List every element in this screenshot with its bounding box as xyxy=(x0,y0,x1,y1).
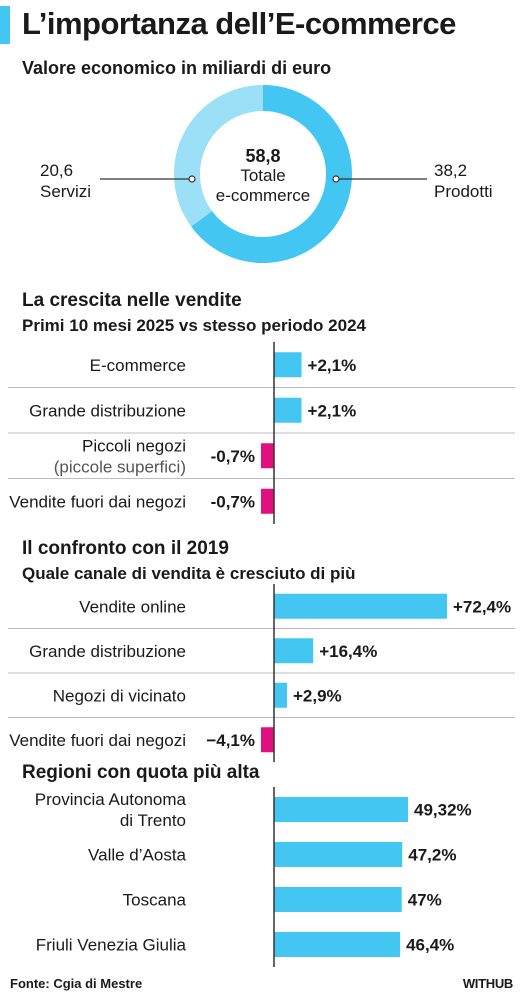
value-label: 46,4% xyxy=(406,936,454,955)
donut-left-name: Servizi xyxy=(40,182,92,201)
data-bar xyxy=(274,842,403,867)
donut-chart xyxy=(100,85,427,263)
category-label: Vendite fuori dai negozi xyxy=(9,731,186,750)
data-bar xyxy=(274,352,302,378)
data-bar xyxy=(274,682,287,708)
donut-total: 58,8 Totale e-commerce xyxy=(203,146,323,206)
data-bar xyxy=(274,932,401,957)
donut-right-value: 38,2 xyxy=(434,161,468,180)
category-label: Friuli Venezia Giulia xyxy=(36,936,187,955)
category-label: Negozi di vicinato xyxy=(53,686,186,705)
data-bar xyxy=(274,593,447,619)
value-label: +16,4% xyxy=(319,642,377,661)
value-label: 47,2% xyxy=(408,846,456,865)
value-label: +2,9% xyxy=(293,686,342,705)
brand-logo: WITHUB xyxy=(462,976,513,991)
growth-subtitle: Primi 10 mesi 2025 vs stesso periodo 202… xyxy=(22,316,366,335)
donut-total-label: Totale xyxy=(240,166,286,185)
data-bar xyxy=(274,797,408,822)
category-label: E-commerce xyxy=(90,356,186,375)
donut-slice-prodotti xyxy=(191,85,352,263)
accent-bar xyxy=(0,6,10,44)
category-label: Grande distribuzione xyxy=(29,401,186,420)
value-label: +2,1% xyxy=(308,401,357,420)
donut-right-label: 38,2 Prodotti xyxy=(434,160,493,202)
category-label: Grande distribuzione xyxy=(29,642,186,661)
category-label: Toscana xyxy=(123,891,187,910)
data-bar xyxy=(261,488,274,514)
category-label: Piccoli negozi xyxy=(82,436,186,455)
category-label: Vendite fuori dai negozi xyxy=(9,492,186,511)
page-title: L’importanza dell’E-commerce xyxy=(22,6,456,41)
category-label: di Trento xyxy=(120,811,186,830)
value-label: +2,1% xyxy=(308,356,357,375)
regions-title: Regioni con quota più alta xyxy=(22,762,260,783)
leader-dot-servizi xyxy=(188,175,196,183)
donut-slice-servizi xyxy=(174,85,264,227)
growth-bar-chart: E-commerce +2,1% Grande distribuzione +2,1%… xyxy=(8,342,515,524)
leader-dot-prodotti xyxy=(332,175,340,183)
data-bar xyxy=(261,727,274,753)
compare-title: Il confronto con il 2019 xyxy=(22,538,229,559)
category-label: Vendite online xyxy=(79,597,186,616)
donut-right-name: Prodotti xyxy=(434,182,493,201)
compare-subtitle: Quale canale di vendita è cresciuto di p… xyxy=(22,564,356,583)
donut-left-value: 20,6 xyxy=(40,161,74,180)
growth-title: La crescita nelle vendite xyxy=(22,290,242,311)
donut-left-label: 20,6 Servizi xyxy=(40,160,91,202)
value-label: 49,32% xyxy=(414,801,472,820)
category-label: Valle d’Aosta xyxy=(88,846,187,865)
data-bar xyxy=(261,443,274,469)
value-label: +72,4% xyxy=(453,597,511,616)
source-note: Fonte: Cgia di Mestre xyxy=(10,976,143,991)
regions-bar-chart: Provincia Autonoma di Trento 49,32% Valle d… xyxy=(35,787,472,967)
donut-total-label-2: e-commerce xyxy=(215,186,311,205)
value-label: -0,7% xyxy=(211,492,255,511)
compare-bar-chart: Vendite online +72,4% Grande distribuzione… xyxy=(8,584,515,762)
value-label: -0,7% xyxy=(211,447,255,466)
category-label: Provincia Autonoma xyxy=(35,790,187,809)
data-bar xyxy=(274,887,402,912)
page-subtitle: Valore economico in miliardi di euro xyxy=(22,58,332,78)
value-label: −4,1% xyxy=(206,731,255,750)
category-label: (piccole superfici) xyxy=(54,457,186,476)
donut-total-value: 58,8 xyxy=(245,146,281,166)
value-label: 47% xyxy=(408,891,442,910)
data-bar xyxy=(274,638,314,664)
data-bar xyxy=(274,397,302,423)
